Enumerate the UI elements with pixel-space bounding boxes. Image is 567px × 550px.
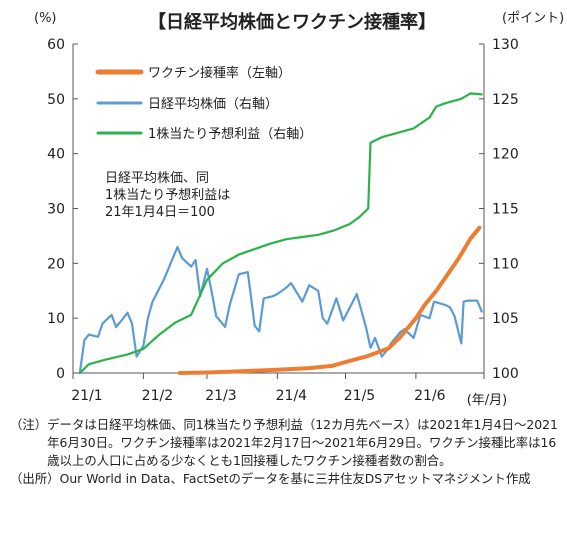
series-line-3 [78,92,483,375]
note-row: （注） データは日経平均株価、同1株当たり予想利益（12カ月先ベース）は2021… [10,416,558,470]
left-tick-label: 60 [47,37,65,53]
source-label: （出所） [10,471,60,486]
note-text: データは日経平均株価、同1株当たり予想利益（12カ月先ベース）は2021年1月4… [47,417,558,468]
right-tick-label: 115 [492,202,519,218]
right-tick-label: 100 [492,366,519,382]
x-tick-label: 21/3 [205,388,236,404]
source-row: （出所） Our World in Data、FactSetのデータを基に三井住… [10,470,558,488]
source-text: Our World in Data、FactSetのデータを基に三井住友DSアセ… [59,471,531,486]
left-tick-label: 0 [56,366,65,382]
left-axis-unit: (%) [34,11,57,26]
left-tick-label: 40 [47,147,65,163]
note-label: （注） [10,417,48,432]
notes-block: （注） データは日経平均株価、同1株当たり予想利益（12カ月先ベース）は2021… [10,416,558,488]
axes-group: 0 10 20 30 40 50 60 100 105 110 115 120 125 130 21/1 21… [47,37,519,404]
left-tick-label: 50 [47,92,65,108]
x-axis-unit: (年/月) [467,393,508,408]
x-tick-label: 21/5 [344,388,375,404]
annotation-line: 21年1月4日＝100 [105,205,215,220]
series-line-1 [177,225,482,375]
right-axis-unit: (ポイント) [502,11,564,26]
left-tick-label: 30 [47,202,65,218]
legend: ワクチン接種率（左軸） 日経平均株価（右軸） 1株当たり予想利益（右軸） [95,65,312,142]
annotation-line: 日経平均株価、同 [105,171,209,186]
x-tick-label: 21/4 [276,388,308,404]
annotation-line: 1株当たり予想利益は [105,187,230,203]
legend-label: 日経平均株価（右軸） [148,97,278,112]
legend-label: ワクチン接種率（左軸） [148,65,291,81]
right-tick-label: 120 [492,147,519,163]
chart-title: 【日経平均株価とワクチン接種率】 [148,11,436,33]
left-tick-label: 20 [47,256,65,272]
x-tick-label: 21/1 [71,388,102,404]
x-tick-label: 21/2 [142,388,173,404]
x-tick-label: 21/6 [414,388,446,404]
legend-label: 1株当たり予想利益（右軸） [148,126,312,142]
right-tick-label: 110 [492,256,519,272]
chart: 【日経平均株価とワクチン接種率】 (%) (ポイント) (年/月) 0 10 20 3… [34,11,564,408]
series-line-2 [78,245,483,375]
right-tick-label: 105 [492,311,519,327]
left-tick-label: 10 [47,311,65,327]
right-tick-label: 130 [492,37,519,53]
right-tick-label: 125 [492,92,519,108]
series-layer [78,92,483,375]
